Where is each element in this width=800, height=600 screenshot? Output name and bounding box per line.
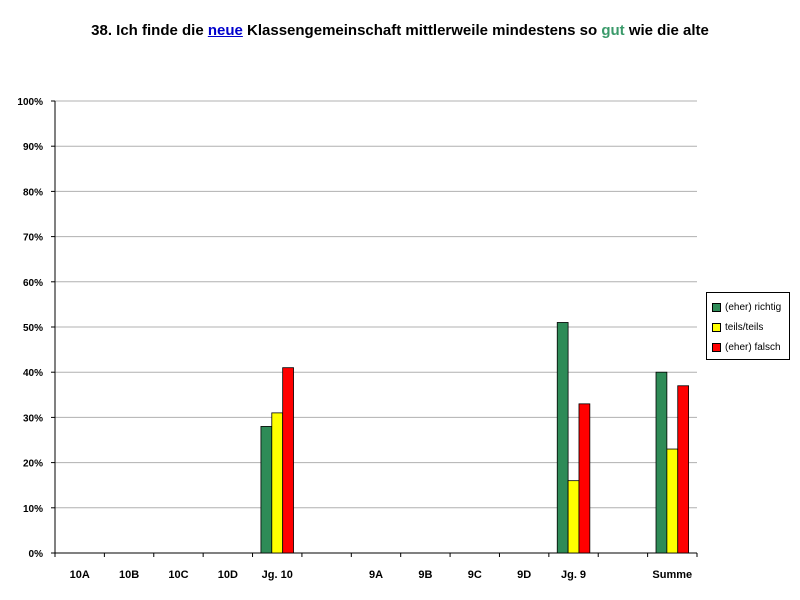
y-tick-label: 80% [23,187,43,198]
x-tick-label: Jg. 10 [262,569,293,581]
y-tick-label: 100% [17,97,43,108]
title-part-plain: 38. Ich finde die [91,22,208,39]
y-tick-label: 20% [23,459,43,470]
x-tick-label: 10B [119,569,139,581]
bar [578,403,591,554]
bar [556,322,569,554]
title-part-plain: Klassengemeinschaft mittlerweile mindest… [242,22,602,39]
bar [666,448,679,554]
legend-label: (eher) falsch [725,341,781,353]
bar [282,367,294,554]
bar [567,480,580,554]
x-tick-label: Summe [652,569,692,581]
legend-swatch [712,302,721,312]
y-tick-label: 40% [23,368,43,379]
bar [271,412,284,554]
legend-label: teils/teils [725,321,764,333]
y-tick-label: 70% [23,233,43,244]
legend-item: (eher) richtig [712,297,789,317]
y-tick-label: 10% [23,504,43,515]
x-tick-label: 10D [218,569,238,581]
legend-swatch [712,342,721,352]
y-tick-label: 50% [23,323,43,334]
legend-item: (eher) falsch [712,337,789,357]
y-tick-label: 60% [23,278,43,289]
x-tick-label: 9B [418,569,432,581]
x-tick-label: 9D [517,569,531,581]
y-tick-label: 90% [23,142,43,153]
title-part-blue: neue [207,22,243,39]
title-part-plain: wie die alte [624,22,709,39]
y-tick-label: 0% [29,549,44,560]
x-tick-label: Jg. 9 [561,569,586,581]
bar [655,371,668,554]
legend-label: (eher) richtig [725,301,782,313]
chart-title: 38. Ich finde die neue Klassengemeinscha… [80,20,720,42]
x-tick-label: 9C [468,569,482,581]
bar [260,426,273,554]
x-tick-label: 10C [168,569,188,581]
x-tick-label: 10A [70,569,90,581]
title-part-green: gut [601,22,625,39]
x-tick-label: 9A [369,569,383,581]
legend-item: teils/teils [712,317,789,337]
chart-legend: (eher) richtig teils/teils (eher) falsch [706,292,790,360]
bar [677,385,690,554]
legend-swatch [712,322,721,332]
y-tick-label: 30% [23,413,43,424]
